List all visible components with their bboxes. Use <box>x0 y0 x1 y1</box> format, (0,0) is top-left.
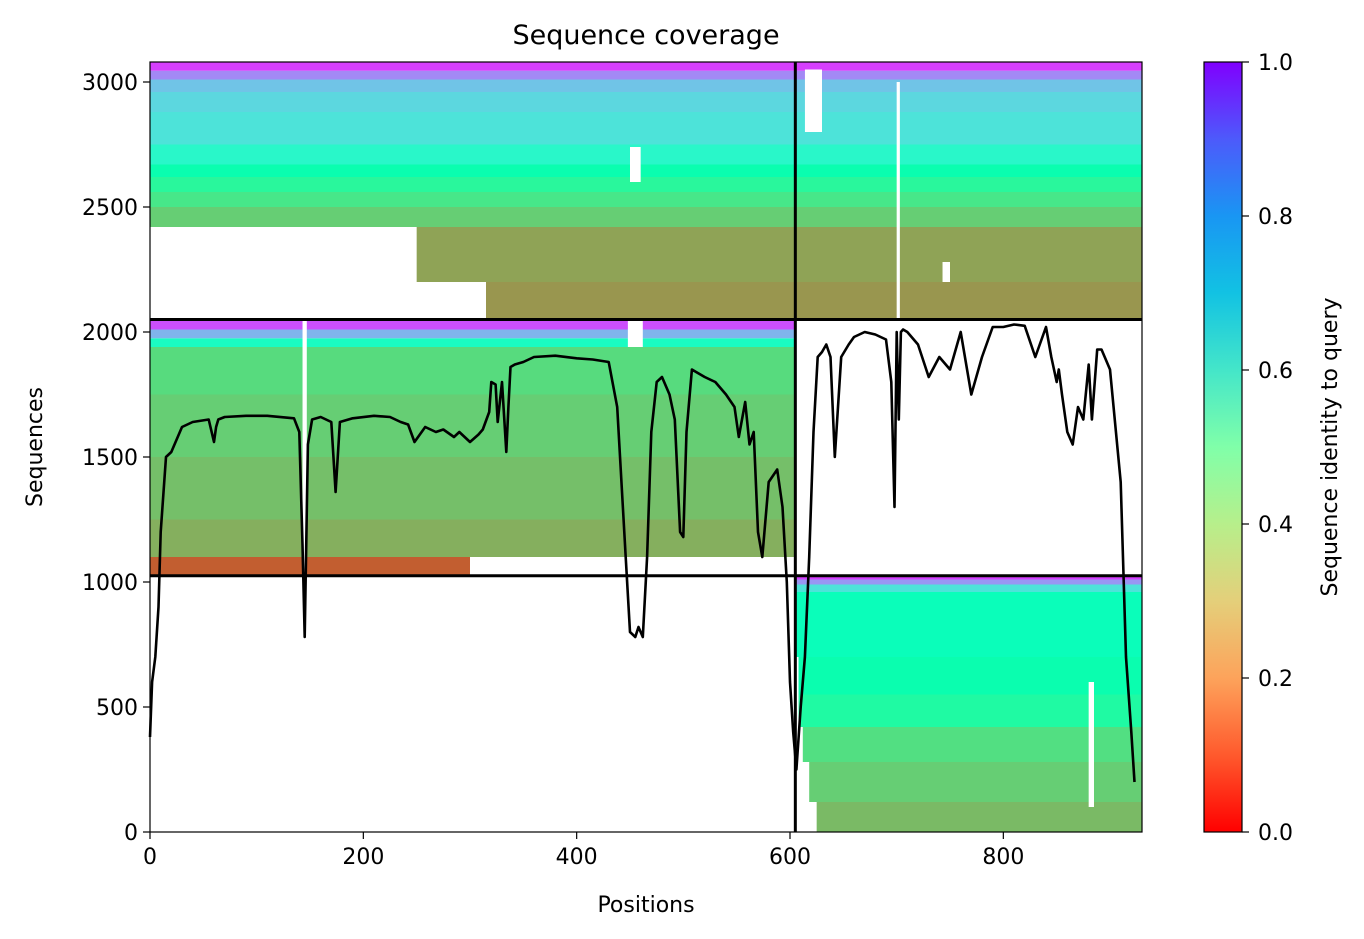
y-tick-label: 500 <box>96 696 138 721</box>
y-axis-label: Sequences <box>23 387 48 507</box>
identity-band <box>486 282 1142 320</box>
gap-column <box>942 262 950 282</box>
x-axis-label: Positions <box>597 893 694 918</box>
identity-band <box>795 584 1142 592</box>
colorbar-ticks: 0.0 0.2 0.4 0.6 0.8 1.0 <box>1242 51 1293 846</box>
x-axis-ticks: 0 200 400 600 800 <box>143 832 1024 870</box>
x-tick-label: 400 <box>556 845 598 870</box>
identity-band <box>150 177 1142 192</box>
identity-band <box>150 112 1142 145</box>
y-tick-label: 3000 <box>82 71 138 96</box>
identity-band <box>150 92 1142 112</box>
x-tick-label: 0 <box>143 845 157 870</box>
identity-band <box>798 657 1142 695</box>
identity-band <box>416 227 1143 282</box>
coverage-line <box>148 323 1136 783</box>
identity-band <box>798 694 1142 727</box>
identity-band <box>150 79 1142 92</box>
colorbar-tick-label: 0.4 <box>1258 513 1293 538</box>
identity-band <box>816 802 1142 832</box>
identity-band <box>150 70 1142 80</box>
coverage-line-layer <box>148 323 1136 783</box>
heatmap-layer <box>150 62 1143 832</box>
y-tick-label: 2000 <box>82 321 138 346</box>
gap-column <box>1088 682 1094 807</box>
gap-column <box>896 82 900 320</box>
gap-column <box>630 147 641 182</box>
identity-band <box>150 207 1142 227</box>
gap-column <box>804 69 822 132</box>
identity-band <box>795 575 1142 580</box>
identity-band <box>150 164 1142 177</box>
colorbar-tick-label: 0.8 <box>1258 205 1293 230</box>
identity-band <box>150 347 796 395</box>
identity-band <box>150 519 796 557</box>
colorbar-label: Sequence identity to query <box>1318 297 1343 596</box>
identity-band <box>150 144 1142 165</box>
colorbar-tick-label: 1.0 <box>1258 51 1293 76</box>
y-tick-label: 2500 <box>82 196 138 221</box>
identity-band <box>150 62 1142 71</box>
plot-frame <box>149 61 1143 833</box>
identity-band <box>150 192 1142 207</box>
y-tick-label: 1500 <box>82 446 138 471</box>
identity-band <box>150 319 796 330</box>
identity-band <box>150 457 796 520</box>
x-tick-label: 800 <box>982 845 1024 870</box>
y-tick-label: 1000 <box>82 571 138 596</box>
x-tick-label: 200 <box>342 845 384 870</box>
x-tick-label: 600 <box>769 845 811 870</box>
identity-band <box>795 579 1142 585</box>
y-axis-ticks: 0 500 1000 1500 2000 2500 3000 <box>82 71 150 846</box>
identity-band <box>809 762 1142 802</box>
colorbar-tick-label: 0.2 <box>1258 667 1293 692</box>
y-tick-label: 0 <box>124 821 138 846</box>
chart-title: Sequence coverage <box>512 20 779 51</box>
colorbar <box>1203 61 1243 833</box>
identity-band <box>150 557 470 576</box>
gap-column <box>302 319 307 576</box>
colorbar-tick-label: 0.6 <box>1258 359 1293 384</box>
colorbar-tick-label: 0.0 <box>1258 821 1293 846</box>
gap-column <box>627 319 643 347</box>
identity-band <box>795 592 1142 657</box>
identity-band <box>150 338 796 347</box>
identity-band <box>802 727 1142 762</box>
identity-band <box>150 394 796 457</box>
identity-band <box>150 329 796 339</box>
